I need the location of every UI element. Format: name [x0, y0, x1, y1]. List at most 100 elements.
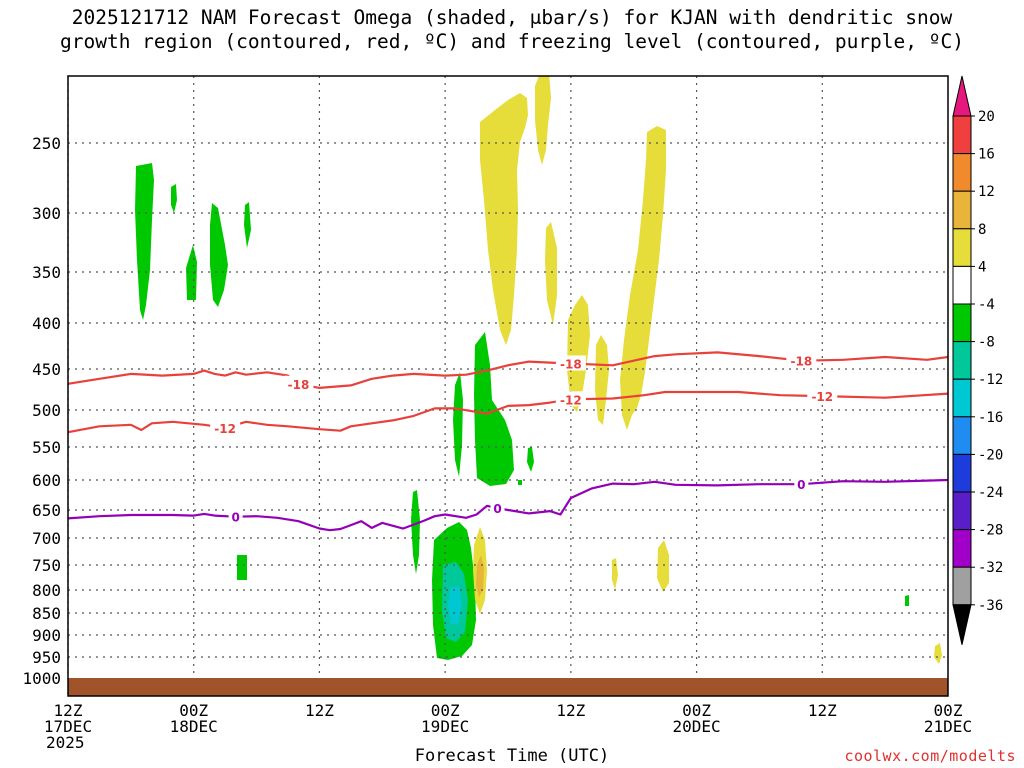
contour-label: 0 [797, 478, 805, 492]
y-axis: 250 300 350 400 450 500 550 600 650 700 750 800 850 9… [22, 134, 61, 688]
colorbar-label: -24 [978, 485, 1003, 501]
x-tick-label: 00Z [682, 701, 711, 720]
omega-area-green [518, 480, 522, 485]
omega-area-green [135, 163, 154, 320]
colorbar-label: -16 [978, 410, 1003, 426]
omega-area-green [527, 447, 534, 472]
contour-label-bg [283, 375, 314, 391]
colorbar-label: 16 [978, 147, 995, 163]
y-tick-label: 700 [32, 529, 61, 548]
contour-label: -18 [560, 357, 582, 371]
y-tick-label: 950 [32, 648, 61, 667]
x-tick-label: 00Z [179, 701, 208, 720]
y-tick-label: 400 [32, 314, 61, 333]
colorbar-swatch [952, 604, 972, 645]
colorbar-swatch [952, 529, 972, 568]
colorbar-swatch [952, 153, 972, 192]
contour-label-bg [786, 352, 817, 368]
contour-label-bg [555, 355, 586, 371]
colorbar-label: 8 [978, 222, 986, 238]
x-tick-label: 00Z [431, 701, 460, 720]
x-tick-label: 19DEC [421, 717, 469, 736]
omega-area-yellow [535, 76, 551, 165]
omega-area-yellow [595, 335, 609, 425]
colorbar-label: 12 [978, 184, 995, 200]
ground-surface [68, 678, 948, 696]
colorbar-swatch [952, 115, 972, 155]
omega-area-cyan [448, 586, 462, 625]
contour-label: -18 [790, 355, 812, 369]
omega-area-green [244, 202, 251, 248]
contour-label-bg [210, 419, 241, 435]
colorbar-swatch [952, 75, 972, 117]
colorbar-label: -12 [978, 372, 1003, 388]
chart-title: 2025121712 NAM Forecast Omega (shaded, μ… [0, 6, 1024, 54]
colorbar: 20 16 12 8 4 -4 -8 -12 -16 -20 -24 -28 -32 -36 [952, 75, 1003, 645]
y-tick-label: 300 [32, 204, 61, 223]
y-tick-label: 450 [32, 360, 61, 379]
title-line-1: 2025121712 NAM Forecast Omega (shaded, μ… [71, 6, 953, 29]
omega-area-green [237, 555, 247, 580]
contour-label-bg [794, 476, 809, 492]
colorbar-swatch [952, 190, 972, 230]
colorbar-label: -28 [978, 523, 1003, 539]
contour-label-bg [228, 508, 243, 524]
contour-line--12 [67, 390, 949, 434]
contour-label-bg [555, 391, 586, 407]
omega-shading [135, 76, 942, 664]
x-tick-label: 12Z [54, 701, 83, 720]
contour-label-bg [807, 388, 838, 404]
colorbar-swatch [952, 303, 972, 343]
y-tick-label: 900 [32, 626, 61, 645]
title-line-2: growth region (contoured, red, ºC) and f… [60, 30, 964, 53]
y-tick-label: 650 [32, 501, 61, 520]
colorbar-swatch [952, 491, 972, 531]
omega-area-yellow [612, 558, 618, 590]
omega-area-yellow [567, 295, 590, 412]
omega-area-yellow [620, 126, 666, 430]
y-tick-label: 600 [32, 471, 61, 490]
colorbar-swatch [952, 228, 972, 267]
x-tick-label: 20DEC [672, 717, 720, 736]
contour-line--18 [67, 351, 949, 389]
source-credit: coolwx.com/modelts [844, 747, 1016, 765]
omega-area-green [411, 490, 420, 574]
y-tick-label: 550 [32, 438, 61, 457]
omega-area-yellow [545, 222, 557, 325]
y-tick-label: 500 [32, 401, 61, 420]
omega-area-green [905, 595, 909, 606]
plot-frame [67, 75, 949, 697]
contour-label: -12 [560, 393, 582, 407]
contour-label-bg [490, 500, 505, 516]
colorbar-label: -4 [978, 297, 995, 313]
x-tick-label: 2025 [46, 733, 85, 752]
colorbar-swatch [952, 341, 972, 380]
colorbar-label: -8 [978, 335, 995, 351]
x-tick-label: 12Z [305, 701, 334, 720]
x-tick-label: 12Z [808, 701, 837, 720]
colorbar-label: 20 [978, 109, 995, 125]
contour-label: 0 [493, 502, 501, 516]
contour-label: -18 [288, 378, 310, 392]
colorbar-label: -36 [978, 598, 1003, 614]
y-tick-label: 350 [32, 263, 61, 282]
colorbar-swatch [952, 416, 972, 455]
colorbar-label: -32 [978, 560, 1003, 576]
omega-area-green [453, 372, 463, 477]
colorbar-label: 4 [978, 259, 986, 275]
omega-area-green [171, 184, 177, 213]
colorbar-swatch [952, 378, 972, 418]
contour-line-0 [67, 478, 949, 532]
omega-area-yellow [657, 540, 669, 592]
contour-label: -12 [214, 422, 236, 436]
x-tick-label: 18DEC [170, 717, 218, 736]
colorbar-swatch [952, 453, 972, 493]
omega-area-yellow [480, 93, 528, 345]
x-tick-label: 12Z [556, 701, 585, 720]
colorbar-swatch [952, 566, 972, 606]
y-tick-label: 250 [32, 134, 61, 153]
y-tick-label: 750 [32, 556, 61, 575]
x-tick-label: 21DEC [924, 717, 972, 736]
y-tick-label: 850 [32, 604, 61, 623]
